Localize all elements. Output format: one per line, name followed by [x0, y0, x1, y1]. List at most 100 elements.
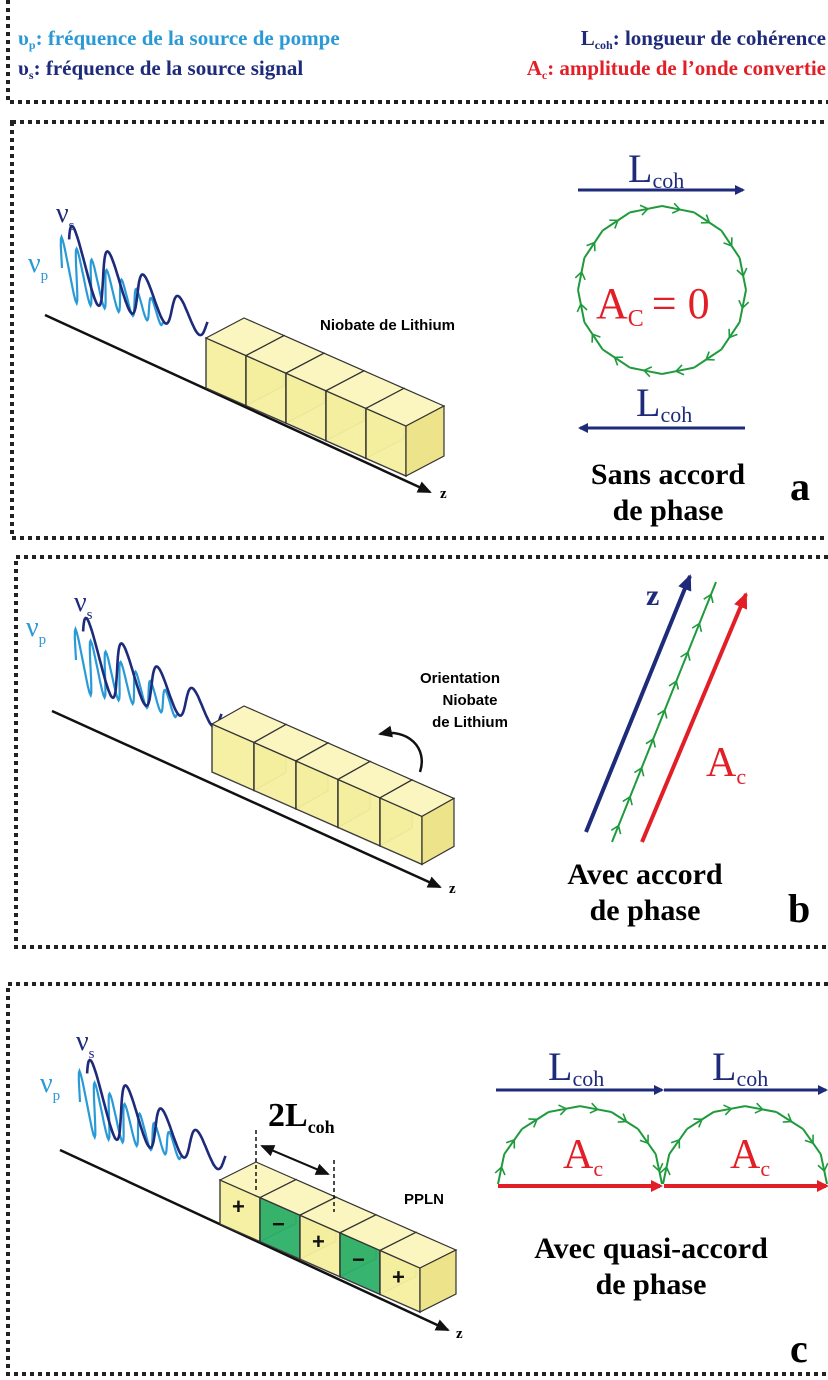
- green-segment: [707, 220, 722, 232]
- panel-a-ac-label: AC = 0: [596, 279, 710, 332]
- panel-a-z-label: z: [440, 486, 447, 502]
- panel-a: z νs νp Niobate de Lithium Lcoh AC = 0 Lc…: [10, 120, 828, 540]
- green-segment: [637, 1128, 649, 1145]
- ppln-sign-3: +: [312, 1229, 325, 1254]
- green-segment: [622, 795, 633, 814]
- panel-b-ac-label: Ac: [706, 740, 746, 789]
- green-segment: [628, 783, 637, 800]
- green-segment: [677, 1128, 688, 1143]
- panel-a-crystal: [204, 317, 446, 478]
- green-segment: [802, 1128, 814, 1145]
- green-segment: [659, 1165, 671, 1185]
- panel-b-caption-1: Avec accord: [567, 858, 723, 891]
- green-segment: [602, 219, 620, 232]
- panel-c: z νs νp + − + − + 2Lcoh PPLN Lcoh Lcoh Ac Ac…: [6, 982, 828, 1376]
- green-segment: [738, 305, 744, 323]
- green-segment: [691, 622, 703, 641]
- green-segment: [693, 211, 711, 224]
- green-segment: [610, 824, 622, 843]
- green-segment: [624, 1119, 639, 1130]
- green-segment: [616, 812, 625, 828]
- green-segment: [574, 270, 586, 291]
- green-segment: [661, 369, 679, 375]
- panel-a-letter: a: [790, 464, 810, 509]
- pump-wave: [73, 625, 178, 719]
- green-segment: [729, 1105, 746, 1111]
- ppln-sign-5: +: [392, 1264, 405, 1289]
- panel-c-z-label: z: [456, 1326, 463, 1342]
- green-segment: [680, 651, 691, 670]
- panel-b-label-2: Niobate: [442, 692, 497, 709]
- panel-b-label-3: de Lithium: [432, 714, 508, 731]
- panel-c-caption-1: Avec quasi-accord: [534, 1232, 768, 1265]
- green-segment: [713, 1104, 733, 1116]
- panel-c-nu-p: νp: [40, 1068, 60, 1104]
- green-segment: [699, 1111, 715, 1122]
- green-segment: [674, 668, 683, 684]
- panel-b: z νs νp Orientation Niobate de Lithium z…: [14, 555, 828, 949]
- green-segment: [610, 1111, 628, 1123]
- panel-a-z-axis: [44, 313, 432, 494]
- panel-b-z-axis: [51, 709, 442, 889]
- panel-c-z-axis: [59, 1148, 450, 1332]
- green-segment: [704, 348, 722, 361]
- green-segment: [512, 1128, 523, 1143]
- green-segment: [811, 1140, 822, 1155]
- panel-b-green-arrows: [610, 581, 717, 843]
- panel-b-waves: [73, 616, 223, 729]
- green-segment: [677, 208, 695, 214]
- green-segment: [615, 211, 631, 223]
- green-segment: [500, 1153, 506, 1170]
- legend-pump: υp: fréquence de la source de pompe: [18, 26, 340, 52]
- green-segment: [629, 366, 647, 372]
- green-segment: [633, 766, 645, 785]
- panel-a-caption-1: Sans accord: [591, 458, 745, 491]
- green-segment: [521, 1118, 539, 1130]
- panel-b-nu-s: νs: [74, 587, 93, 623]
- green-segment: [703, 593, 714, 612]
- green-segment: [494, 1165, 506, 1185]
- panel-c-ac-label-1: Ac: [563, 1132, 603, 1181]
- panel-c-ac-label-2: Ac: [730, 1132, 770, 1181]
- green-segment: [789, 1119, 804, 1130]
- green-segment: [657, 1168, 663, 1185]
- panel-c-green-arcs: [494, 1102, 828, 1185]
- panel-c-waves: [77, 1058, 227, 1171]
- ppln-sign-4: −: [352, 1247, 365, 1272]
- green-segment: [668, 679, 680, 698]
- panel-a-green-circle: [574, 202, 750, 378]
- green-segment: [503, 1138, 516, 1155]
- green-segment: [583, 241, 596, 259]
- green-segment: [579, 1102, 600, 1114]
- panel-a-waves: [59, 224, 209, 337]
- legend-box: υp: fréquence de la source de pompe υs: …: [6, 0, 828, 104]
- signal-wave: [67, 224, 209, 337]
- pump-wave: [59, 233, 164, 327]
- green-segment: [674, 364, 695, 376]
- panel-a-lcoh-bottom-label: Lcoh: [636, 380, 692, 427]
- green-segment: [661, 202, 682, 214]
- legend-ac: Ac: amplitude de l’onde convertie: [527, 56, 826, 82]
- green-segment: [663, 697, 671, 713]
- green-segment: [602, 348, 617, 360]
- green-segment: [564, 1105, 581, 1111]
- signal-wave: [81, 616, 223, 729]
- ppln-sign-2: −: [272, 1212, 285, 1237]
- green-segment: [665, 1153, 671, 1170]
- green-segment: [592, 230, 604, 245]
- green-segment: [534, 1111, 550, 1122]
- panel-c-bracket-arrow-left: [260, 1145, 329, 1175]
- green-segment: [760, 1108, 777, 1114]
- panel-c-border: [6, 982, 828, 1376]
- green-segment: [729, 243, 741, 259]
- panel-b-ac-arrow: [640, 592, 748, 843]
- green-segment: [697, 610, 706, 626]
- green-segment: [651, 726, 660, 742]
- panel-c-lcoh-label-1: Lcoh: [548, 1044, 604, 1091]
- green-segment: [738, 289, 750, 310]
- pump-wave: [77, 1067, 182, 1161]
- green-segment: [613, 356, 631, 369]
- panel-b-nu-p: νp: [26, 612, 46, 648]
- green-segment: [741, 273, 747, 291]
